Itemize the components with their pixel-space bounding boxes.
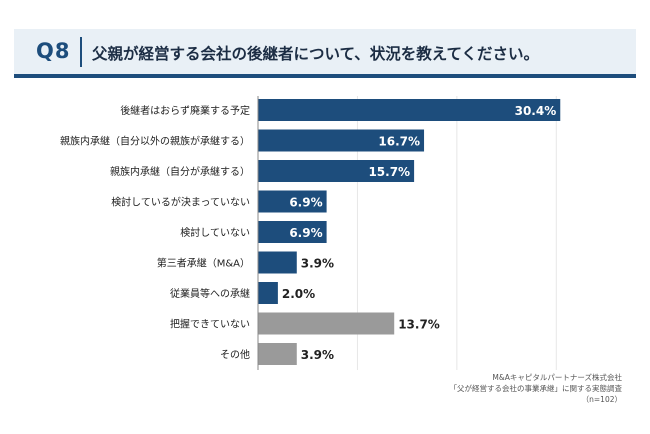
category-label: 後継者はおらず廃業する予定 <box>120 104 250 117</box>
value-label: 3.9% <box>301 257 334 271</box>
value-label: 6.9% <box>289 226 322 240</box>
question-header <box>14 29 636 74</box>
category-label: 親族内承継（自分が承継する） <box>110 165 250 178</box>
bar <box>258 251 297 274</box>
category-label: 従業員等への承継 <box>170 287 250 300</box>
bar <box>258 312 395 335</box>
category-label: その他 <box>220 348 250 361</box>
source-survey: 「父が経営する会社の事業承継」に関する実態調査 <box>449 384 623 393</box>
value-label: 3.9% <box>301 348 334 362</box>
category-label: 第三者承継（M&A） <box>157 257 250 270</box>
value-label: 15.7% <box>368 165 410 179</box>
category-label: 把握できていない <box>170 318 250 331</box>
value-label: 2.0% <box>282 287 315 301</box>
category-label: 検討していない <box>180 226 250 239</box>
source-sample-size: （n=102） <box>581 395 622 404</box>
bar <box>258 221 327 243</box>
header-underline <box>14 74 636 78</box>
value-label: 16.7% <box>378 135 420 149</box>
source-company: M&Aキャピタルパートナーズ株式会社 <box>492 373 622 382</box>
bar <box>258 160 415 182</box>
question-title: 父親が経営する会社の後継者について、状況を教えてください。 <box>92 45 540 63</box>
bar <box>258 190 327 213</box>
header-divider <box>80 37 82 67</box>
category-label: 親族内承継（自分以外の親族が承継する） <box>60 135 250 148</box>
source-note: M&Aキャピタルパートナーズ株式会社 「父が経営する会社の事業承継」に関する実態… <box>450 372 623 405</box>
bar <box>258 99 561 121</box>
bar <box>258 282 278 304</box>
question-number: Q8 <box>36 39 71 63</box>
bar <box>258 343 297 365</box>
value-label: 30.4% <box>515 104 557 118</box>
value-label: 6.9% <box>289 196 322 210</box>
bar <box>258 129 425 152</box>
value-label: 13.7% <box>398 318 440 332</box>
category-label: 検討しているが決まっていない <box>111 196 250 209</box>
